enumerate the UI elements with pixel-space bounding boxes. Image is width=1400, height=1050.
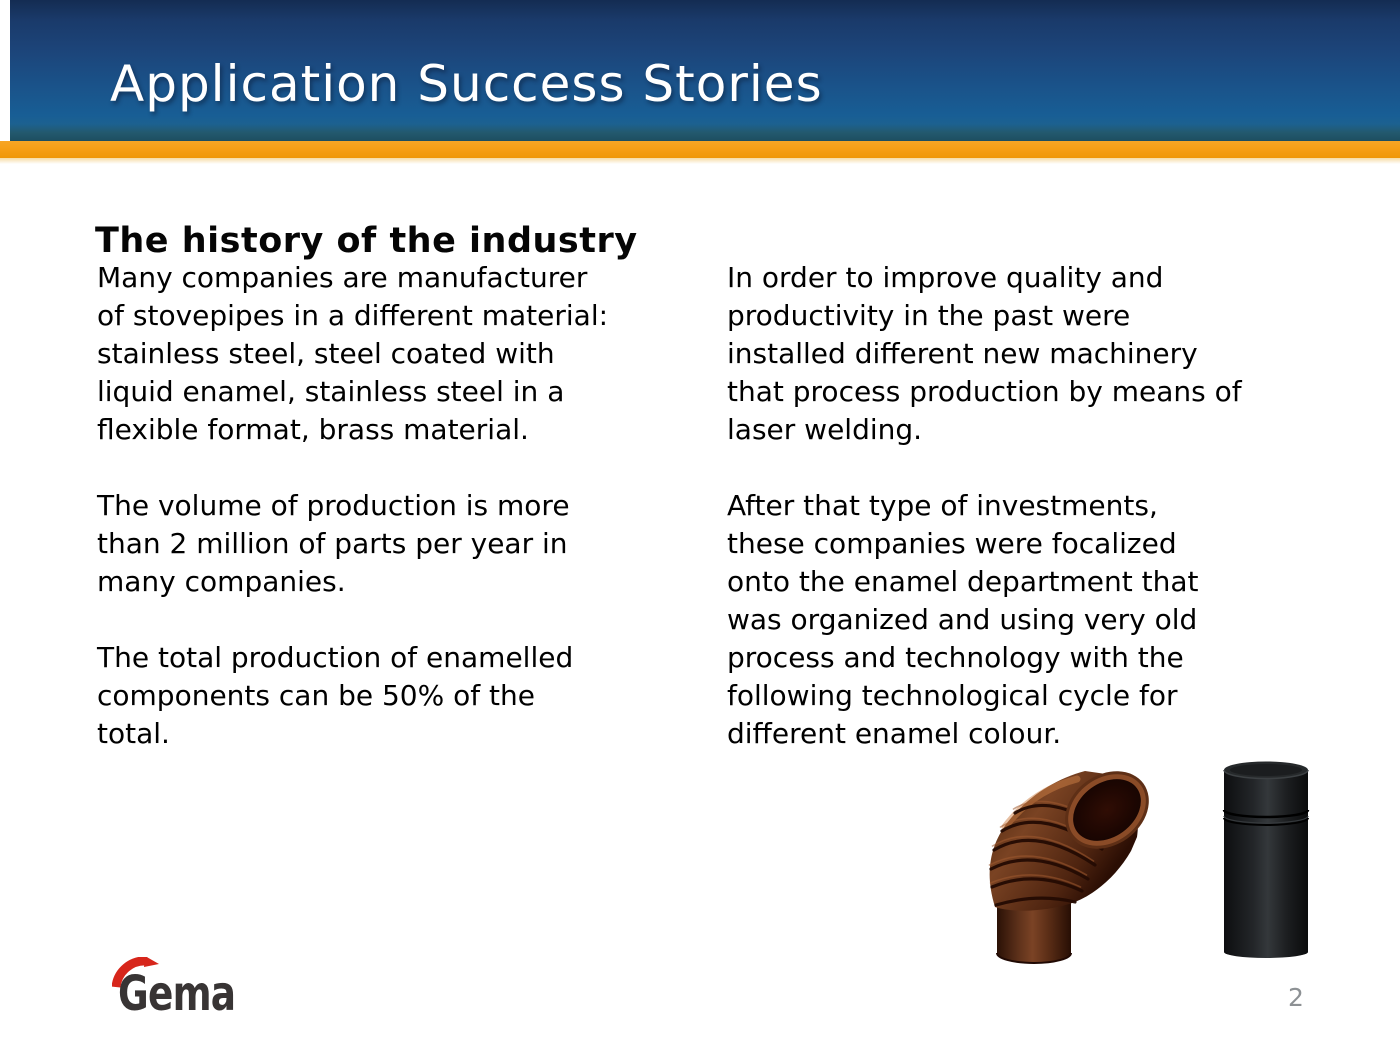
stovepipe-elbow-image [988,771,1149,964]
header-banner: Application Success Stories [10,0,1400,141]
slide-title: Application Success Stories [110,55,823,113]
right-column: In order to improve quality and producti… [727,259,1372,791]
page-number: 2 [1288,983,1304,1012]
accent-bar-fade [0,158,1400,164]
paragraph: Many companies are manufacturer of stove… [97,261,609,446]
logo-wordmark: Gema [118,966,236,1022]
gema-logo: Gema [84,948,264,1020]
accent-bar [0,141,1400,158]
paragraph: After that type of investments, these co… [727,489,1199,750]
paragraph: The total production of enamelled compon… [97,641,574,750]
paragraph: The volume of production is more than 2 … [97,489,570,598]
section-heading: The history of the industry [95,221,638,262]
stovepipe-section-image [1222,761,1310,958]
paragraph: In order to improve quality and producti… [727,261,1242,446]
left-column: Many companies are manufacturer of stove… [97,259,722,791]
logo-swoosh-icon [112,957,159,988]
